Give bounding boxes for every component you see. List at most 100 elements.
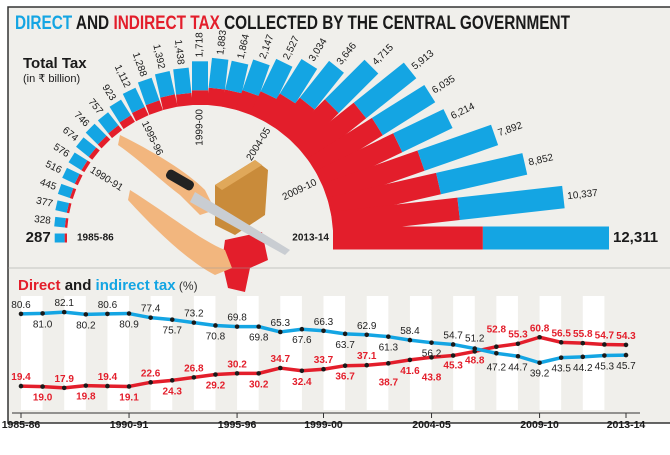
direct-point	[40, 384, 45, 389]
indirect-segment	[299, 60, 344, 110]
indirect-value-label: 54.7	[443, 330, 463, 341]
indirect-segment	[457, 185, 565, 221]
direct-segment	[64, 233, 67, 243]
indirect-point	[515, 353, 521, 359]
total-tax-bar	[122, 87, 149, 122]
grid-band	[64, 296, 86, 410]
indirect-point	[169, 317, 175, 322]
direct-point	[321, 366, 326, 372]
indirect-value-label: 69.8	[227, 313, 247, 324]
direct-segment	[145, 100, 163, 115]
indirect-value-label: 69.8	[249, 333, 269, 344]
total-tax-bar	[287, 59, 379, 151]
direct-segment	[64, 218, 69, 228]
indirect-value-label: 44.7	[508, 362, 528, 373]
x-tick-label: 1985-86	[2, 419, 41, 431]
direct-segment	[119, 115, 135, 129]
indirect-point	[61, 309, 67, 315]
direct-point	[256, 371, 261, 376]
indirect-point	[213, 323, 218, 328]
indirect-point	[105, 311, 110, 317]
total-value-label: 328	[34, 214, 52, 227]
indirect-point	[494, 351, 499, 356]
indirect-value-label: 66.3	[314, 317, 334, 328]
indirect-segment	[62, 167, 80, 184]
knife-blade	[190, 192, 290, 255]
main-title: DIRECT AND INDIRECT TAX COLLECTED BY THE…	[15, 13, 570, 34]
indirect-point	[558, 355, 564, 360]
indirect-value-label: 58.4	[400, 326, 420, 337]
total-tax-bar	[249, 58, 293, 123]
line-chart: 1985-86 1990-91 1995-96 1999-00 2004-05 2009-…	[2, 296, 646, 431]
grid-band	[21, 296, 43, 410]
total-value-label: 377	[35, 195, 54, 210]
indirect-segment	[54, 233, 65, 243]
x-tick-label: 2013-14	[607, 419, 646, 431]
direct-segment	[333, 226, 483, 250]
indirect-value-label: 75.7	[163, 326, 183, 337]
indirect-point	[342, 331, 348, 337]
total-value-label: 12,311	[613, 229, 658, 246]
direct-value-label: 37.1	[357, 351, 377, 362]
indirect-value-label: 47.2	[487, 362, 507, 373]
hands-knife-illustration	[118, 135, 290, 292]
indirect-point	[602, 353, 607, 358]
indirect-segment	[154, 71, 175, 98]
direct-point	[61, 385, 67, 391]
indirect-value-label: 70.8	[206, 331, 226, 342]
indirect-segment	[225, 60, 249, 94]
direct-value-label: 19.8	[76, 392, 96, 403]
indirect-value-label: 43.5	[551, 364, 571, 375]
direct-segment	[108, 125, 123, 139]
indirect-segment	[173, 67, 192, 95]
direct-point	[429, 355, 434, 360]
direct-segment	[74, 173, 83, 186]
indirect-point	[126, 311, 132, 316]
indirect-point	[256, 324, 261, 329]
indirect-segment	[109, 99, 131, 123]
x-tick-label: 1995-96	[218, 419, 257, 431]
direct-segment	[69, 188, 77, 200]
title-and: AND	[72, 13, 113, 34]
indirect-point	[623, 352, 629, 358]
indirect-segment	[97, 112, 119, 134]
direct-point	[558, 340, 564, 345]
direct-value-label: 19.4	[11, 372, 31, 383]
direct-value-label: 17.9	[54, 374, 74, 385]
grid-band	[539, 296, 562, 410]
direct-segment	[330, 197, 460, 235]
total-value-label: 1,438	[172, 39, 186, 66]
indirect-segment	[260, 58, 293, 100]
direct-value-label: 19.1	[119, 392, 139, 403]
direct-value-label: 26.8	[184, 363, 204, 374]
direct-value-label: 24.3	[163, 386, 183, 397]
title-indirect: INDIRECT TAX	[113, 13, 220, 34]
direct-point	[623, 342, 629, 348]
total-tax-bar	[154, 71, 178, 111]
direct-point	[386, 361, 391, 366]
indirect-value-label: 39.2	[530, 369, 550, 380]
x-tick-label: 2009-10	[520, 419, 559, 431]
total-tax-bar	[206, 57, 229, 107]
indirect-value-label: 67.6	[292, 335, 312, 346]
direct-point	[602, 342, 607, 347]
total-tax-bar	[109, 99, 135, 129]
x-tick-label: 1999-00	[304, 419, 343, 431]
grid-band	[582, 296, 605, 410]
direct-value-label: 56.5	[551, 328, 571, 339]
indirect-point	[40, 311, 45, 316]
direct-value-label: 38.7	[379, 377, 399, 388]
indirect-point	[450, 342, 456, 347]
direct-segment	[206, 87, 226, 107]
indirect-point	[429, 340, 434, 345]
red-block-icon	[222, 232, 268, 292]
total-tax-bar	[330, 185, 565, 235]
direct-point	[515, 341, 521, 347]
indirect-point	[191, 320, 197, 325]
indirect-value-label: 44.2	[573, 363, 593, 374]
direct-segment	[327, 172, 441, 220]
indirect-value-label: 80.2	[76, 320, 96, 331]
indirect-value-label: 80.6	[98, 300, 118, 311]
indirect-value-label: 73.2	[184, 309, 204, 320]
total-tax-bar	[85, 123, 111, 149]
